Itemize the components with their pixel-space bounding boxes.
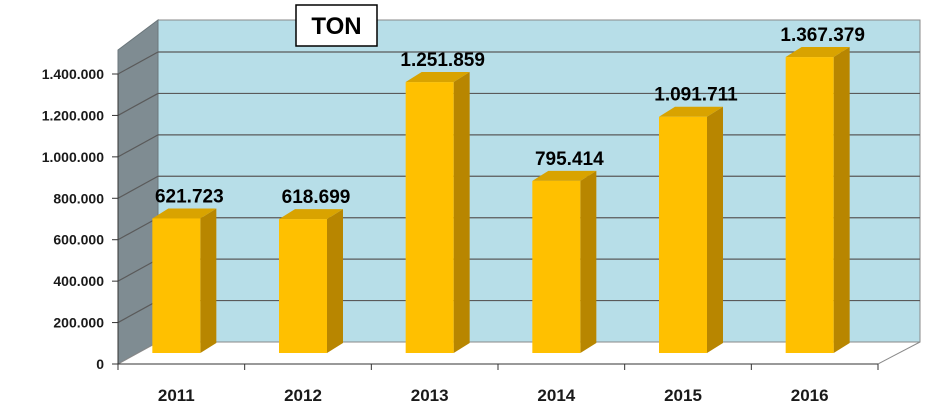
data-label: 618.699 xyxy=(282,187,351,208)
bar-top xyxy=(405,72,470,83)
y-tick-label: 200.000 xyxy=(53,315,104,331)
bar-front xyxy=(152,218,201,353)
gridline-side xyxy=(117,217,159,241)
bar-side xyxy=(580,170,597,353)
data-label: 1.251.859 xyxy=(400,50,485,71)
y-tick-label: 600.000 xyxy=(53,232,104,248)
unit-box-frame xyxy=(295,4,378,47)
x-tick-label: 2012 xyxy=(284,386,322,405)
bars xyxy=(152,47,850,353)
y-tick-label: 1.400.000 xyxy=(42,66,104,82)
bar-front xyxy=(785,57,834,353)
bar-top xyxy=(279,209,343,220)
bar-side xyxy=(453,72,470,353)
bar xyxy=(785,47,850,353)
data-label: 1.091.711 xyxy=(654,85,738,106)
bar-side xyxy=(327,209,343,353)
gridline-side xyxy=(117,300,159,324)
gridline-side xyxy=(117,134,159,158)
bar-front xyxy=(279,219,327,353)
y-tick-label: 0 xyxy=(96,356,104,372)
x-tick-label: 2016 xyxy=(791,386,829,405)
bar xyxy=(405,72,470,353)
bar-top xyxy=(152,208,217,219)
x-tick-label: 2014 xyxy=(537,386,575,405)
y-tick-label: 400.000 xyxy=(53,273,104,289)
x-tick-label: 2015 xyxy=(664,386,702,405)
x-tick-label: 2013 xyxy=(411,386,449,405)
x-axis: 2011 2012 2013 2014 2015 2016 xyxy=(117,363,879,405)
data-labels: 621.723 618.699 1.251.859 795.414 1.091.711 1… xyxy=(155,25,865,208)
data-label: 621.723 xyxy=(155,186,224,207)
bar xyxy=(532,170,597,353)
bar-top xyxy=(785,47,850,58)
unit-box: TON xyxy=(295,4,378,47)
gridline-side xyxy=(117,258,159,282)
x-tick-label: 2011 xyxy=(158,386,195,405)
gridline-side xyxy=(117,92,159,116)
data-label: 1.367.379 xyxy=(780,25,865,46)
bar-front xyxy=(405,82,454,353)
bar-front xyxy=(659,116,707,353)
bar-side xyxy=(833,47,850,353)
gridline-side xyxy=(117,175,159,199)
bar xyxy=(279,209,343,353)
gridline-side xyxy=(117,51,159,75)
bar-side xyxy=(707,106,723,353)
bar-front xyxy=(532,180,581,353)
y-axis: 0 200.000 400.000 600.000 800.000 1.000.000 1.… xyxy=(42,66,119,372)
y-tick-label: 800.000 xyxy=(53,190,104,206)
bar-top xyxy=(659,106,723,117)
y-tick-label: 1.000.000 xyxy=(42,149,104,165)
bar xyxy=(659,106,723,353)
bar-side xyxy=(200,208,217,353)
unit-label: TON xyxy=(311,13,361,40)
data-label: 795.414 xyxy=(535,149,604,170)
side-wall xyxy=(117,19,159,365)
bar-top xyxy=(532,170,597,181)
y-tick-label: 1.200.000 xyxy=(42,107,104,123)
bar xyxy=(152,208,217,353)
